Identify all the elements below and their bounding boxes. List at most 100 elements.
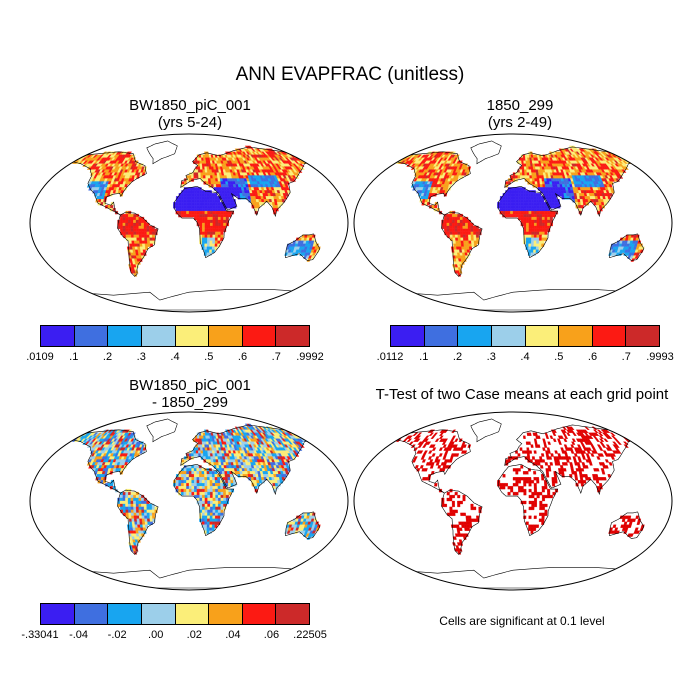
colorbar-labels: .0112 .1 .2 .3 .4 .5 .6 .7 .9993 [377, 351, 674, 365]
map-cells [395, 426, 645, 555]
colorbar-boxes [40, 603, 310, 625]
coastline [441, 489, 483, 555]
colorbar-label: .2 [102, 351, 113, 363]
colorbar-box [424, 326, 459, 346]
colorbar-box [626, 326, 659, 346]
colorbar-label: .06 [263, 629, 280, 641]
coastline [609, 233, 645, 261]
colorbar-box [175, 604, 210, 624]
coastline [609, 511, 645, 539]
colorbar-label: .7 [621, 351, 631, 363]
panel-title-line1: BW1850_piC_001 [129, 377, 251, 394]
colorbar-label: .9992 [296, 351, 324, 363]
map-bottom-right [353, 411, 673, 591]
colorbar-labels: .0109 .1 .2 .3 .4 .5 .6 .7 .9992 [26, 351, 324, 365]
coastline [70, 567, 308, 589]
coastline [395, 429, 471, 494]
coastline [497, 186, 559, 259]
colorbar-label: .9993 [646, 351, 674, 363]
colorbar-box [141, 604, 176, 624]
map-border [353, 133, 673, 313]
colorbar-box [491, 326, 526, 346]
map-top-left [29, 133, 349, 313]
colorbar-label: .00 [148, 629, 164, 641]
coastline [71, 151, 147, 216]
colorbar-label: .3 [486, 351, 496, 363]
colorbar-box [141, 326, 176, 346]
coastline [173, 186, 235, 259]
coastline [504, 424, 638, 496]
colorbar-box [391, 326, 425, 346]
coastline [173, 464, 235, 537]
colorbar-label: .1 [419, 351, 429, 363]
map-cells [395, 145, 645, 277]
coastline [394, 289, 632, 311]
panel-title-line1: T-Test of two Case means at each grid po… [375, 386, 669, 403]
colorbar-box [276, 604, 309, 624]
coastline [70, 289, 308, 311]
colorbar-label: .2 [452, 351, 463, 363]
colorbar-box [242, 604, 277, 624]
colorbar-label: -.33041 [21, 629, 59, 641]
panel-title-top-right: 1850_299 (yrs 2-49) [360, 97, 680, 131]
colorbar-box [525, 326, 560, 346]
panel-title-line2: (yrs 2-49) [487, 114, 553, 131]
coastline [470, 140, 502, 165]
colorbar-boxes [40, 325, 310, 347]
colorbar-box [209, 326, 243, 346]
map-cells [71, 423, 321, 555]
panel-title-bottom-left: BW1850_piC_001 - 1850_299 [30, 377, 350, 411]
colorbar-label: .5 [554, 351, 564, 363]
colorbar-label: .04 [225, 629, 241, 641]
panel-title-bottom-right: T-Test of two Case means at each grid po… [352, 386, 692, 403]
coastline [180, 146, 314, 218]
map-bottom-left [29, 411, 349, 591]
colorbar-box [276, 326, 309, 346]
coastline [117, 489, 159, 555]
coastline [395, 151, 471, 216]
coastline [497, 464, 559, 537]
colorbar-box [242, 326, 277, 346]
colorbar-box [108, 604, 142, 624]
colorbar-box [74, 326, 109, 346]
coastline [470, 418, 502, 443]
coastline [394, 567, 632, 589]
coastline [285, 233, 321, 261]
panel-title-line1: BW1850_piC_001 [129, 97, 251, 114]
panel-title-line2: (yrs 5-24) [157, 114, 223, 131]
colorbar-top-right: .0112 .1 .2 .3 .4 .5 .6 .7 .9993 [377, 325, 674, 365]
significance-note: Cells are significant at 0.1 level [439, 614, 605, 628]
colorbar-label: .02 [186, 629, 202, 641]
colorbar-label: .3 [136, 351, 146, 363]
coastline [285, 511, 321, 539]
colorbar-box [74, 604, 109, 624]
map-border [29, 133, 349, 313]
colorbar-top-left: .0109 .1 .2 .3 .4 .5 .6 .7 .9992 [26, 325, 324, 365]
panel-title-line1: 1850_299 [486, 97, 554, 114]
colorbar-boxes [390, 325, 660, 347]
panel-title-top-left: BW1850_piC_001 (yrs 5-24) [30, 97, 350, 131]
coastline [146, 140, 178, 165]
colorbar-label: .5 [204, 351, 214, 363]
coastline [504, 146, 638, 218]
colorbar-label: .7 [271, 351, 281, 363]
colorbar-label: .4 [520, 351, 530, 363]
colorbar-label: .4 [170, 351, 180, 363]
colorbar-box [559, 326, 593, 346]
colorbar-labels: -.33041 -.04 -.02 .00 .02 .04 .06 .22505 [21, 629, 326, 643]
coastline [117, 211, 159, 277]
panel-title-line2: - 1850_299 [152, 394, 228, 411]
map-border [353, 411, 673, 591]
colorbar-box [458, 326, 492, 346]
colorbar-box [209, 604, 243, 624]
map-top-right [353, 133, 673, 313]
colorbar-label: .0109 [26, 351, 54, 363]
main-title: ANN EVAPFRAC (unitless) [235, 64, 465, 85]
colorbar-box [175, 326, 210, 346]
coastline [441, 211, 483, 277]
colorbar-box [41, 604, 75, 624]
colorbar-label: .6 [237, 351, 248, 363]
coastline [180, 424, 314, 496]
colorbar-box [41, 326, 75, 346]
coastline [146, 418, 178, 443]
